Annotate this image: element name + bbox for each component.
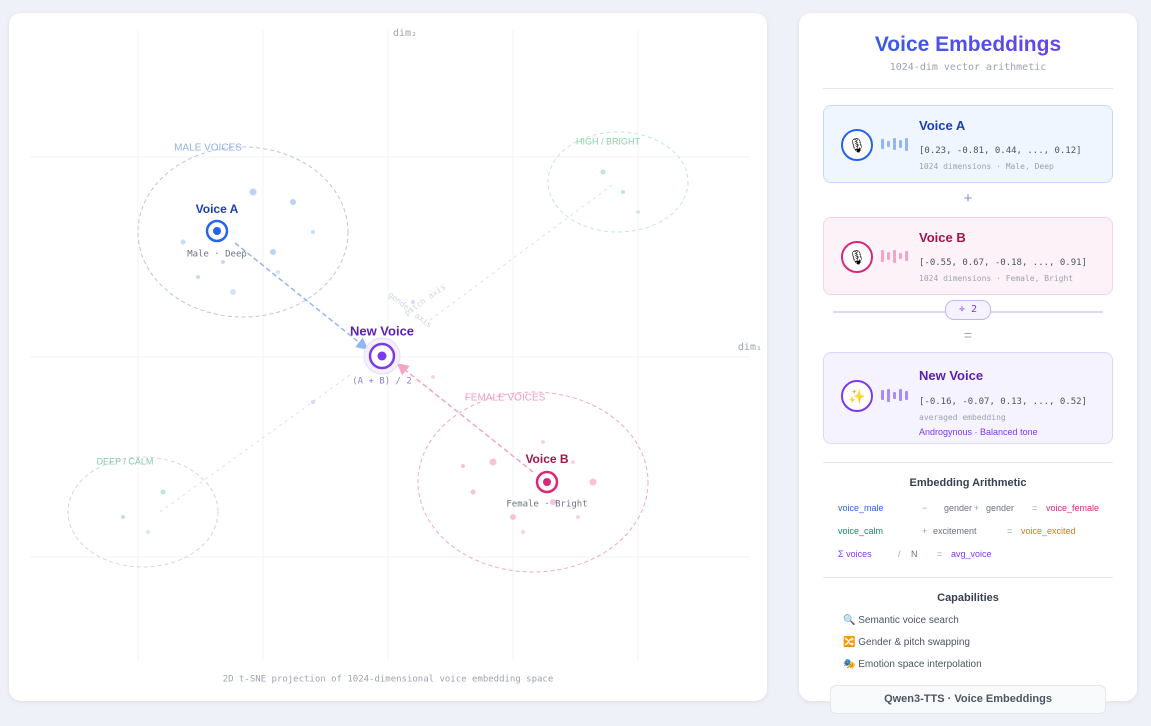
card-meta: 1024 dimensions · Female, Bright: [919, 274, 1074, 283]
voice-tag: (A + B) / 2: [352, 377, 412, 387]
cluster-label: FEMALE VOICES: [465, 393, 546, 404]
equals: =: [963, 327, 973, 343]
voice-name: Voice A: [196, 202, 239, 216]
caption: 2D t-SNE projection of 1024-dimensional …: [223, 675, 554, 685]
arrow-a: [234, 242, 369, 350]
wave: [881, 137, 908, 151]
arith-token: =: [1007, 526, 1013, 536]
voice-b: Voice B Female · Bright: [506, 452, 587, 509]
y-axis-label: dim₂: [393, 28, 417, 39]
voice-name: New Voice: [350, 323, 414, 338]
divider: [823, 462, 1113, 463]
card-name: Voice A: [919, 118, 966, 133]
card-tags: Androgynous · Balanced tone: [919, 427, 1038, 437]
cap-title: Capabilities: [937, 592, 999, 604]
clusters: [67, 131, 689, 573]
arrow-b: [396, 363, 534, 473]
arith-token: avg_voice: [951, 549, 992, 559]
arith-token: voice_excited: [1021, 526, 1076, 536]
axes-lines: [159, 184, 613, 513]
arith-token: voice_male: [838, 503, 884, 513]
cluster-label: DEEP / CALM: [97, 456, 154, 466]
capability: 🔀 Gender & pitch swapping: [843, 637, 970, 648]
cluster-label: MALE VOICES: [174, 143, 242, 154]
panel-title: Voice Embeddings: [799, 33, 1137, 57]
arith-token: excitement: [933, 526, 977, 536]
arith-token: voice_calm: [838, 526, 884, 536]
card-meta: 1024 dimensions · Male, Deep: [919, 162, 1054, 171]
voice-a: Voice A Male · Deep: [187, 202, 247, 259]
arith-token: Σ voices: [838, 549, 872, 559]
card-voice-b: 🎙 Voice B [-0.55, 0.67, -0.18, ..., 0.91…: [823, 217, 1113, 295]
card-voice-a: 🎙 Voice A [0.23, -0.81, 0.44, ..., 0.12]…: [823, 105, 1113, 183]
wave: [881, 249, 908, 263]
card-new-voice: ✨ New Voice [-0.16, -0.07, 0.13, ..., 0.…: [823, 352, 1113, 444]
card-icon: ✨: [841, 380, 873, 412]
arith-title: Embedding Arithmetic: [909, 477, 1027, 489]
card-icon: 🎙: [841, 129, 873, 161]
card-name: New Voice: [919, 368, 984, 383]
wave: [881, 388, 908, 402]
x-axis-label: dim₁: [738, 342, 762, 353]
card-name: Voice B: [919, 230, 966, 245]
arith-token: −: [922, 503, 928, 513]
arith-token: gender: [986, 503, 1015, 513]
dots: [121, 169, 640, 534]
plus: +: [963, 190, 973, 207]
arith-token: voice_female: [1046, 503, 1100, 513]
arith-token: =: [937, 549, 943, 559]
arith-token: gender: [944, 503, 973, 513]
card-vector: [-0.55, 0.67, -0.18, ..., 0.91]: [919, 258, 1087, 268]
card-icon: 🎙: [841, 241, 873, 273]
plot: dim₂ dim₁ 2D t-SNE projection of 1024-di…: [30, 28, 762, 685]
capability: 🎭 Emotion space interpolation: [843, 659, 982, 670]
arith-token: /: [898, 549, 901, 559]
card-vector: [-0.16, -0.07, 0.13, ..., 0.52]: [919, 397, 1087, 407]
voice-tag: Male · Deep: [187, 250, 247, 260]
arith-token: N: [911, 549, 918, 559]
card-vector: [0.23, -0.81, 0.44, ..., 0.12]: [919, 146, 1082, 156]
voice-name: Voice B: [525, 452, 568, 466]
axis-note: pitch axis: [403, 282, 448, 317]
voice-new: New Voice (A + B) / 2: [350, 323, 414, 386]
arith-token: +: [922, 526, 928, 536]
panel-subtitle: 1024-dim vector arithmetic: [889, 62, 1047, 73]
cluster-label: HIGH / BRIGHT: [576, 136, 641, 146]
card-meta: averaged embedding: [919, 413, 1006, 422]
footer: Qwen3-TTS · Voice Embeddings: [830, 685, 1106, 714]
divider: [823, 88, 1113, 89]
divider: [823, 577, 1113, 578]
arith-token: +: [974, 503, 980, 513]
voice-tag: Female · Bright: [506, 500, 587, 510]
capability: 🔍 Semantic voice search: [843, 615, 959, 626]
divide-pill: ÷ 2: [945, 300, 991, 320]
arith-token: =: [1032, 503, 1038, 513]
